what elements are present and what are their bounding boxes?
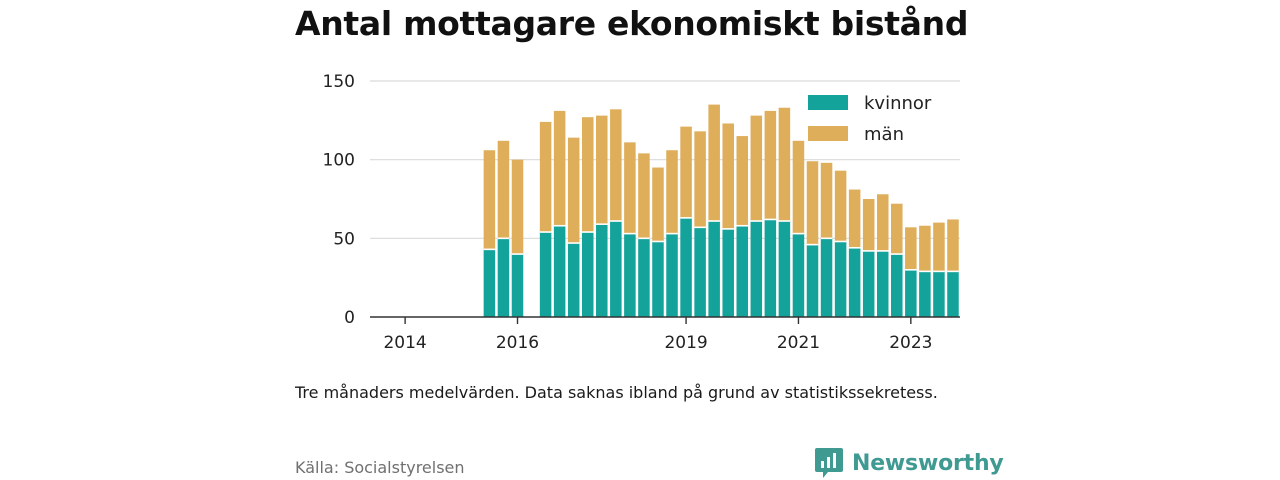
bar-man	[905, 227, 917, 270]
bar-kvinnor	[792, 233, 805, 317]
bar-man	[610, 109, 622, 222]
bar-man	[750, 115, 763, 222]
bar-man	[947, 219, 959, 272]
bars	[483, 104, 959, 317]
bar-kvinnor	[862, 250, 875, 317]
x-tick-label: 2021	[777, 333, 820, 353]
y-tick-label: 0	[344, 308, 355, 328]
bar-kvinnor	[638, 238, 650, 317]
y-axis-labels: 0 50 100 150	[323, 72, 355, 328]
bar-kvinnor	[764, 219, 777, 317]
brand-name: Newsworthy	[852, 450, 1004, 476]
stacked-bar-chart: 0 50 100 150 2014 2016 2019 2021 2023 kvinnor mä…	[323, 72, 960, 353]
bar-man	[694, 131, 706, 228]
bar-man	[680, 126, 692, 218]
x-tick-label: 2016	[496, 333, 539, 353]
x-axis: 2014 2016 2019 2021 2023	[370, 316, 960, 353]
bar-kvinnor	[891, 254, 903, 317]
chart-title: Antal mottagare ekonomiskt bistånd	[295, 4, 969, 43]
bar-man	[919, 225, 931, 272]
bar-man	[511, 159, 524, 255]
bar-man	[834, 170, 847, 242]
bar-kvinnor	[652, 241, 664, 317]
bar-kvinnor	[820, 238, 833, 317]
bar-man	[666, 150, 678, 234]
bar-man	[722, 123, 734, 229]
bar-man	[806, 161, 819, 245]
bar-kvinnor	[483, 249, 496, 317]
bar-man	[848, 189, 861, 248]
bar-kvinnor	[610, 221, 622, 317]
bar-man	[553, 110, 566, 226]
newsworthy-logo-icon	[815, 448, 843, 478]
bar-kvinnor	[905, 269, 917, 317]
bar-man	[778, 107, 791, 222]
legend-label: män	[864, 124, 904, 145]
bar-kvinnor	[553, 225, 566, 317]
bar-man	[891, 203, 903, 255]
bar-man	[581, 117, 594, 233]
bar-kvinnor	[708, 221, 720, 317]
bar-kvinnor	[722, 228, 734, 317]
bar-kvinnor	[666, 233, 678, 317]
bar-kvinnor	[947, 271, 959, 317]
bar-man	[596, 115, 608, 225]
bar-kvinnor	[624, 233, 636, 317]
source-text: Källa: Socialstyrelsen	[295, 458, 465, 477]
bar-man	[638, 153, 650, 239]
bar-kvinnor	[694, 227, 706, 317]
bar-man	[764, 110, 777, 220]
bar-kvinnor	[778, 221, 791, 317]
bar-kvinnor	[933, 271, 945, 317]
bar-kvinnor	[876, 250, 889, 317]
legend-swatch	[808, 95, 848, 110]
bar-kvinnor	[680, 217, 692, 317]
bar-kvinnor	[567, 243, 580, 317]
bar-man	[567, 137, 580, 244]
bar-man	[820, 162, 833, 239]
gridlines	[370, 80, 960, 239]
bar-kvinnor	[497, 238, 510, 317]
bar-man	[708, 104, 720, 222]
y-tick-label: 50	[333, 229, 355, 249]
bar-man	[933, 222, 945, 272]
bar-kvinnor	[919, 271, 931, 317]
bar-kvinnor	[834, 241, 847, 317]
bar-man	[736, 136, 749, 226]
x-tick-label: 2023	[889, 333, 932, 353]
bar-kvinnor	[539, 232, 552, 317]
y-tick-label: 150	[323, 72, 355, 92]
y-tick-label: 100	[323, 151, 355, 171]
bar-man	[624, 142, 636, 234]
bar-man	[862, 199, 875, 251]
bar-kvinnor	[581, 232, 594, 317]
legend-swatch	[808, 126, 848, 141]
bar-kvinnor	[806, 244, 819, 317]
x-tick-label: 2014	[383, 333, 426, 353]
x-tick-label: 2019	[664, 333, 707, 353]
bar-man	[792, 140, 805, 234]
chart-note: Tre månaders medelvärden. Data saknas ib…	[295, 383, 938, 402]
bar-kvinnor	[736, 225, 749, 317]
bar-man	[483, 150, 496, 250]
legend: kvinnor män	[808, 93, 932, 145]
brand-logo: Newsworthy	[814, 446, 1004, 480]
bar-man	[652, 167, 664, 242]
bar-kvinnor	[848, 247, 861, 317]
bar-kvinnor	[511, 254, 524, 317]
bar-man	[539, 121, 552, 233]
bar-man	[876, 194, 889, 251]
legend-label: kvinnor	[864, 93, 932, 114]
bar-man	[497, 140, 510, 239]
bar-kvinnor	[596, 224, 608, 317]
bar-kvinnor	[750, 221, 763, 317]
